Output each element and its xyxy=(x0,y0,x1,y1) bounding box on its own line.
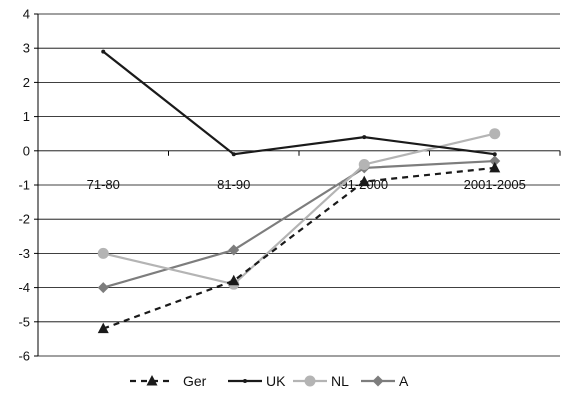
x-tick-label: 81-90 xyxy=(217,177,250,192)
legend-label-a: A xyxy=(399,373,409,389)
legend-label-uk: UK xyxy=(266,373,286,389)
y-tick-label: -1 xyxy=(18,178,30,193)
y-tick-label: 1 xyxy=(23,109,30,124)
legend-label-ger: Ger xyxy=(183,373,207,389)
data-point-nl xyxy=(97,247,109,259)
data-point-a xyxy=(489,155,501,167)
x-tick-label: 2001-2005 xyxy=(464,177,526,192)
data-point-uk xyxy=(362,135,367,140)
data-point-ger xyxy=(228,274,240,286)
y-tick-label: -4 xyxy=(18,280,30,295)
y-tick-label: -2 xyxy=(18,212,30,227)
y-tick-label: -6 xyxy=(18,349,30,364)
legend-marker-ger xyxy=(146,375,158,386)
y-tick-label: -5 xyxy=(18,314,30,329)
legend-marker-uk xyxy=(243,379,247,383)
data-point-nl xyxy=(358,158,370,170)
y-tick-label: 2 xyxy=(23,75,30,90)
data-point-uk xyxy=(231,152,236,157)
data-point-a xyxy=(97,282,109,294)
y-tick-label: -3 xyxy=(18,246,30,261)
series-line-ger xyxy=(102,166,495,330)
data-point-nl xyxy=(489,128,501,140)
y-tick-label: 0 xyxy=(23,143,30,158)
data-point-ger xyxy=(489,161,501,173)
legend-marker-a xyxy=(372,375,384,387)
data-point-uk xyxy=(101,49,106,54)
series-line-uk xyxy=(102,50,495,156)
y-tick-label: 3 xyxy=(23,41,30,56)
data-point-ger xyxy=(97,322,109,334)
x-tick-label: 71-80 xyxy=(87,177,120,192)
data-point-a xyxy=(228,244,240,256)
data-point-uk xyxy=(492,152,497,157)
legend-marker-nl xyxy=(304,375,316,387)
legend-label-nl: NL xyxy=(331,373,349,389)
data-point-ger xyxy=(358,175,370,187)
series-line-nl xyxy=(102,132,496,286)
y-tick-label: 4 xyxy=(23,7,30,22)
